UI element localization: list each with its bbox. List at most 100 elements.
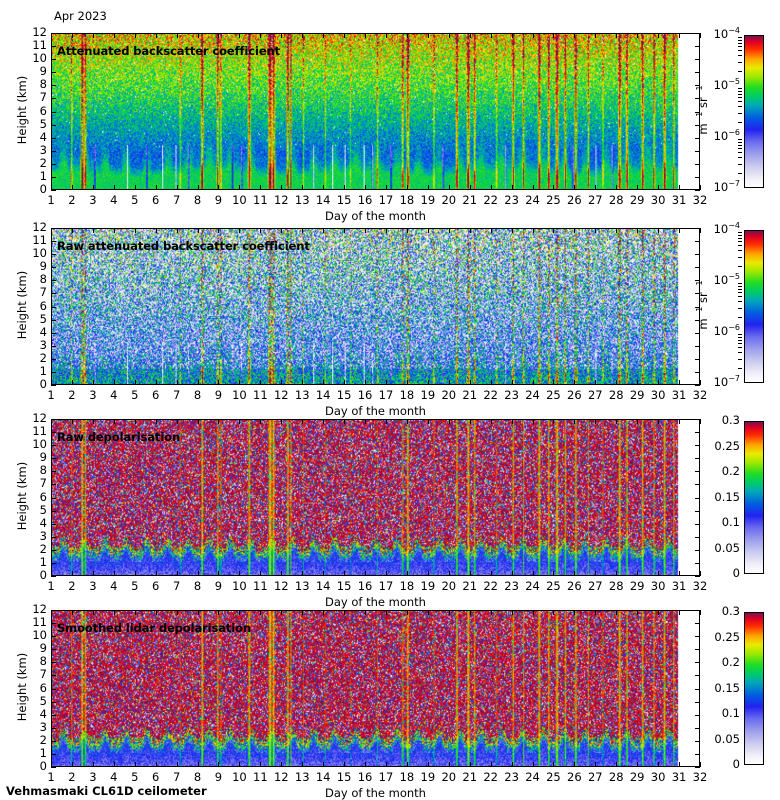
y-tick-right — [695, 138, 700, 139]
x-tick — [616, 380, 617, 385]
panel-title-attenuated-backscatter: Attenuated backscatter coefficient — [57, 44, 281, 58]
x-tick-label: 13 — [294, 388, 310, 402]
x-tick — [177, 185, 178, 190]
x-tick-top — [302, 228, 303, 233]
y-tick — [51, 359, 56, 360]
y-axis-label: Height (km) — [15, 75, 29, 144]
y-tick — [51, 112, 56, 113]
plot-area-raw-attenuated-backscatter[interactable] — [51, 228, 700, 385]
plot-area-smoothed-lidar-depolarisation[interactable] — [51, 610, 700, 767]
x-tick-label: 1 — [47, 579, 55, 593]
x-tick — [470, 380, 471, 385]
x-tick — [156, 185, 157, 190]
heatmap-canvas-raw-depolarisation — [52, 420, 699, 575]
x-tick-top — [512, 33, 513, 38]
y-tick-right — [695, 511, 700, 512]
x-tick-label: 29 — [629, 770, 645, 784]
y-tick-right — [695, 85, 700, 86]
x-tick-label: 27 — [587, 579, 603, 593]
x-tick — [281, 762, 282, 767]
y-tick-right — [695, 610, 700, 611]
x-tick — [281, 571, 282, 576]
x-tick — [344, 380, 345, 385]
x-tick-top — [260, 33, 261, 38]
x-tick-top — [679, 228, 680, 233]
x-tick-top — [344, 419, 345, 424]
panel-title-raw-attenuated-backscatter: Raw attenuated backscatter coefficient — [57, 239, 310, 253]
y-tick-label: 6 — [39, 103, 47, 118]
x-tick — [616, 762, 617, 767]
x-tick — [260, 571, 261, 576]
y-tick-right — [695, 636, 700, 637]
y-tick-label: 1 — [39, 554, 47, 569]
plot-area-raw-depolarisation[interactable] — [51, 419, 700, 576]
x-tick-label: 22 — [483, 193, 498, 207]
x-tick-top — [428, 33, 429, 38]
x-tick — [512, 762, 513, 767]
y-tick-label: 6 — [39, 680, 47, 695]
x-tick — [637, 571, 638, 576]
x-tick — [533, 762, 534, 767]
y-tick-label: 10 — [32, 628, 47, 643]
y-tick-right — [695, 550, 700, 551]
x-tick-label: 8 — [193, 193, 202, 207]
y-tick-right — [695, 346, 700, 347]
x-tick — [177, 380, 178, 385]
x-tick-label: 9 — [214, 770, 223, 784]
y-tick-label: 3 — [39, 528, 47, 543]
x-tick — [533, 380, 534, 385]
x-tick — [407, 185, 408, 190]
x-tick — [365, 380, 366, 385]
x-tick — [407, 762, 408, 767]
x-tick-label: 17 — [378, 388, 394, 402]
y-tick-label: 7 — [39, 667, 47, 682]
x-tick-label: 32 — [692, 193, 708, 207]
x-tick-top — [177, 33, 178, 38]
x-tick-top — [156, 419, 157, 424]
x-tick-top — [553, 33, 554, 38]
x-tick-label: 10 — [232, 388, 247, 402]
y-tick — [51, 702, 56, 703]
y-tick-label: 12 — [32, 220, 47, 234]
x-tick — [344, 571, 345, 576]
x-tick-label: 24 — [525, 193, 540, 207]
y-tick — [51, 537, 56, 538]
x-tick — [658, 762, 659, 767]
x-tick-label: 29 — [629, 193, 645, 207]
y-tick-right — [695, 702, 700, 703]
x-tick — [239, 380, 240, 385]
x-tick-top — [365, 33, 366, 38]
y-tick — [51, 72, 56, 73]
x-tick-top — [428, 610, 429, 615]
x-tick-top — [407, 228, 408, 233]
x-tick-label: 11 — [253, 388, 268, 402]
y-tick-right — [695, 151, 700, 152]
x-tick-label: 11 — [253, 193, 268, 207]
x-tick — [595, 571, 596, 576]
x-tick — [218, 762, 219, 767]
x-tick-label: 8 — [193, 579, 202, 593]
x-tick-top — [512, 228, 513, 233]
x-tick-label: 7 — [172, 770, 181, 784]
x-tick-label: 23 — [504, 579, 519, 593]
y-tick-label: 2 — [39, 155, 47, 170]
y-tick-right — [695, 432, 700, 433]
colorbar-minor-tick — [738, 337, 742, 338]
x-tick-top — [574, 419, 575, 424]
x-tick — [574, 762, 575, 767]
colorbar-minor-tick — [738, 152, 742, 153]
y-tick-label: 5 — [39, 311, 47, 326]
x-tick — [72, 380, 73, 385]
x-tick — [135, 571, 136, 576]
x-tick-label: 16 — [357, 579, 373, 593]
x-tick — [386, 185, 387, 190]
plot-area-attenuated-backscatter[interactable] — [51, 33, 700, 190]
y-tick-right — [695, 98, 700, 99]
colorbar-minor-tick — [738, 359, 742, 360]
x-tick-top — [386, 228, 387, 233]
heatmap-canvas-raw-attenuated-backscatter — [52, 229, 699, 384]
y-tick-label: 1 — [39, 363, 47, 378]
x-tick-top — [386, 419, 387, 424]
x-tick-label: 27 — [587, 193, 603, 207]
x-tick-top — [93, 33, 94, 38]
